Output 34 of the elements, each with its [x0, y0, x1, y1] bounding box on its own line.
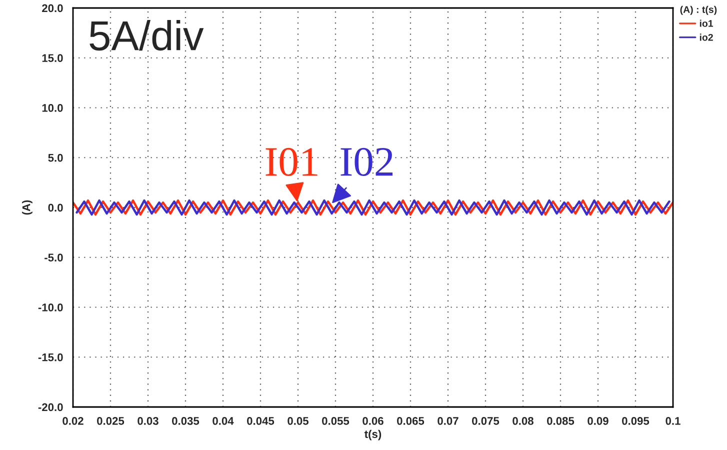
legend-label: io1: [700, 20, 714, 27]
annotation: I01: [266, 148, 318, 176]
x-tick-label: 0.02: [62, 417, 84, 425]
annotation: 5A/div: [90, 20, 204, 51]
legend-label: io2: [700, 34, 713, 41]
x-tick-label: 0.05: [288, 417, 309, 425]
x-tick-label: 0.04: [212, 417, 234, 425]
y-tick-label: 5.0: [48, 154, 63, 162]
y-tick-label: 15.0: [42, 54, 63, 62]
x-tick-label: 0.06: [362, 417, 384, 425]
x-tick-label: 0.075: [472, 417, 500, 425]
x-tick-label: 0.065: [397, 417, 424, 425]
x-tick-label: 0.095: [622, 417, 650, 425]
x-tick-label: 0.1: [666, 417, 680, 425]
y-tick-label: -5.0: [44, 254, 63, 262]
y-tick-label: -15.0: [38, 353, 63, 362]
y-tick-label: 20.0: [42, 4, 63, 12]
x-tick-label: 0.045: [247, 417, 274, 425]
y-tick-label: -10.0: [38, 304, 63, 312]
x-tick-label: 0.07: [438, 417, 458, 425]
x-axis-title: t(s): [364, 430, 382, 440]
x-tick-label: 0.025: [97, 417, 124, 425]
y-tick-label: 10.0: [42, 104, 63, 112]
x-tick-label: 0.055: [322, 417, 350, 425]
annotation: I02: [340, 148, 392, 176]
y-axis-title: (A): [22, 200, 32, 215]
x-tick-label: 0.035: [172, 417, 200, 425]
legend-title: (A) : t(s): [680, 6, 717, 15]
x-tick-label: 0.08: [512, 417, 534, 425]
x-tick-label: 0.03: [138, 417, 158, 425]
y-tick-label: 0.0: [48, 204, 63, 212]
x-tick-label: 0.085: [547, 417, 574, 425]
x-tick-label: 0.09: [588, 417, 608, 425]
y-tick-label: -20.0: [38, 403, 63, 412]
